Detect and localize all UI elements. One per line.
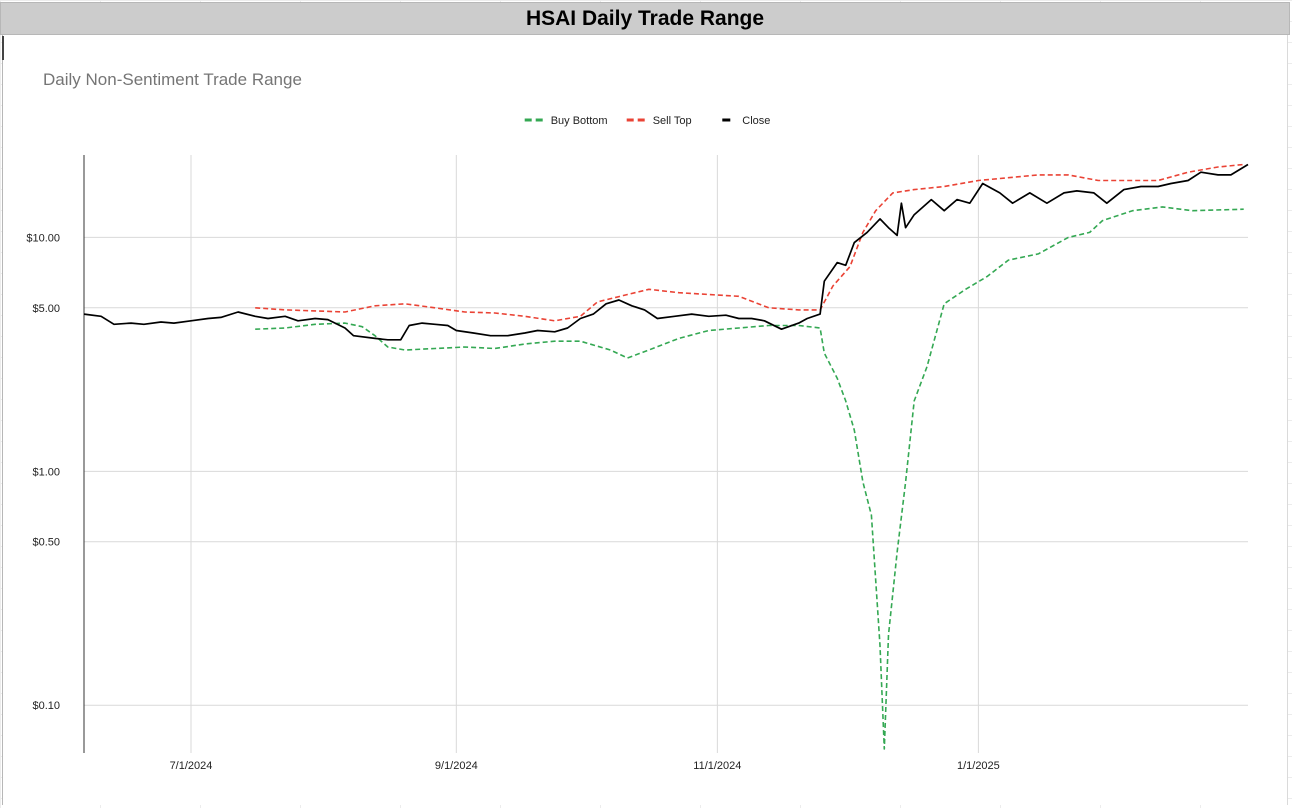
legend-label: Sell Top bbox=[653, 115, 692, 127]
y-tick-label: $5.00 bbox=[32, 303, 60, 315]
x-tick-label: 1/1/2025 bbox=[957, 760, 1000, 772]
x-tick-label: 7/1/2024 bbox=[170, 760, 213, 772]
series-line-buy-bottom bbox=[255, 206, 1244, 750]
series-line-sell-top bbox=[255, 163, 1244, 322]
sheet-title: HSAI Daily Trade Range bbox=[525, 6, 765, 30]
cell-cursor bbox=[2, 36, 4, 60]
series-layer bbox=[83, 163, 1249, 750]
axis-layer: $10.00 $5.00 $1.00 $0.50 $0.10 7/1/2024 9/1/20… bbox=[26, 155, 1000, 772]
legend-label: Close bbox=[742, 115, 770, 127]
y-tick-label: $0.50 bbox=[32, 537, 60, 549]
x-tick-label: 9/1/2024 bbox=[435, 760, 478, 772]
chart-card[interactable] bbox=[2, 35, 1288, 805]
chart-title: Daily Non-Sentiment Trade Range bbox=[43, 70, 302, 89]
grid-layer bbox=[84, 155, 1248, 753]
series-line-close bbox=[83, 163, 1249, 341]
y-tick-label: $1.00 bbox=[32, 466, 60, 478]
legend-label: Buy Bottom bbox=[551, 115, 608, 127]
sheet-title-cell[interactable]: HSAI Daily Trade Range bbox=[0, 2, 1290, 35]
y-tick-label: $10.00 bbox=[26, 232, 60, 244]
legend: Buy Bottom Sell Top Close bbox=[524, 115, 770, 127]
x-tick-label: 11/1/2024 bbox=[693, 760, 741, 772]
y-tick-label: $0.10 bbox=[32, 700, 60, 712]
